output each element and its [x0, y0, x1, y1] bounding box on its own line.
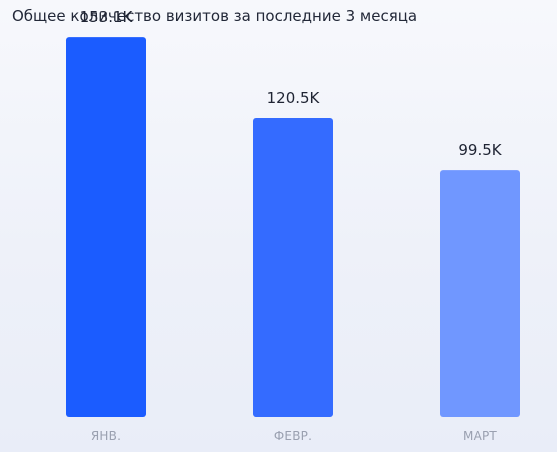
bars-layer	[66, 37, 520, 418]
bar-1[interactable]	[66, 37, 146, 417]
x-axis-tick-labels: ЯНВ. ФЕВР. МАРТ	[91, 429, 497, 443]
bar-value-label: 120.5K	[267, 89, 321, 107]
bar-3[interactable]	[440, 170, 520, 417]
bar-value-label: 153.1K	[80, 8, 134, 26]
chart-title: Общее количество визитов за последние 3 …	[12, 7, 418, 25]
x-axis-tick-label: ФЕВР.	[274, 429, 312, 443]
x-axis-tick-label: МАРТ	[463, 429, 497, 443]
bar-2[interactable]	[253, 118, 333, 418]
value-labels-layer: 153.1K 120.5K 99.5K	[80, 8, 503, 159]
bar-value-label: 99.5K	[458, 141, 502, 159]
x-axis-tick-label: ЯНВ.	[91, 429, 121, 443]
